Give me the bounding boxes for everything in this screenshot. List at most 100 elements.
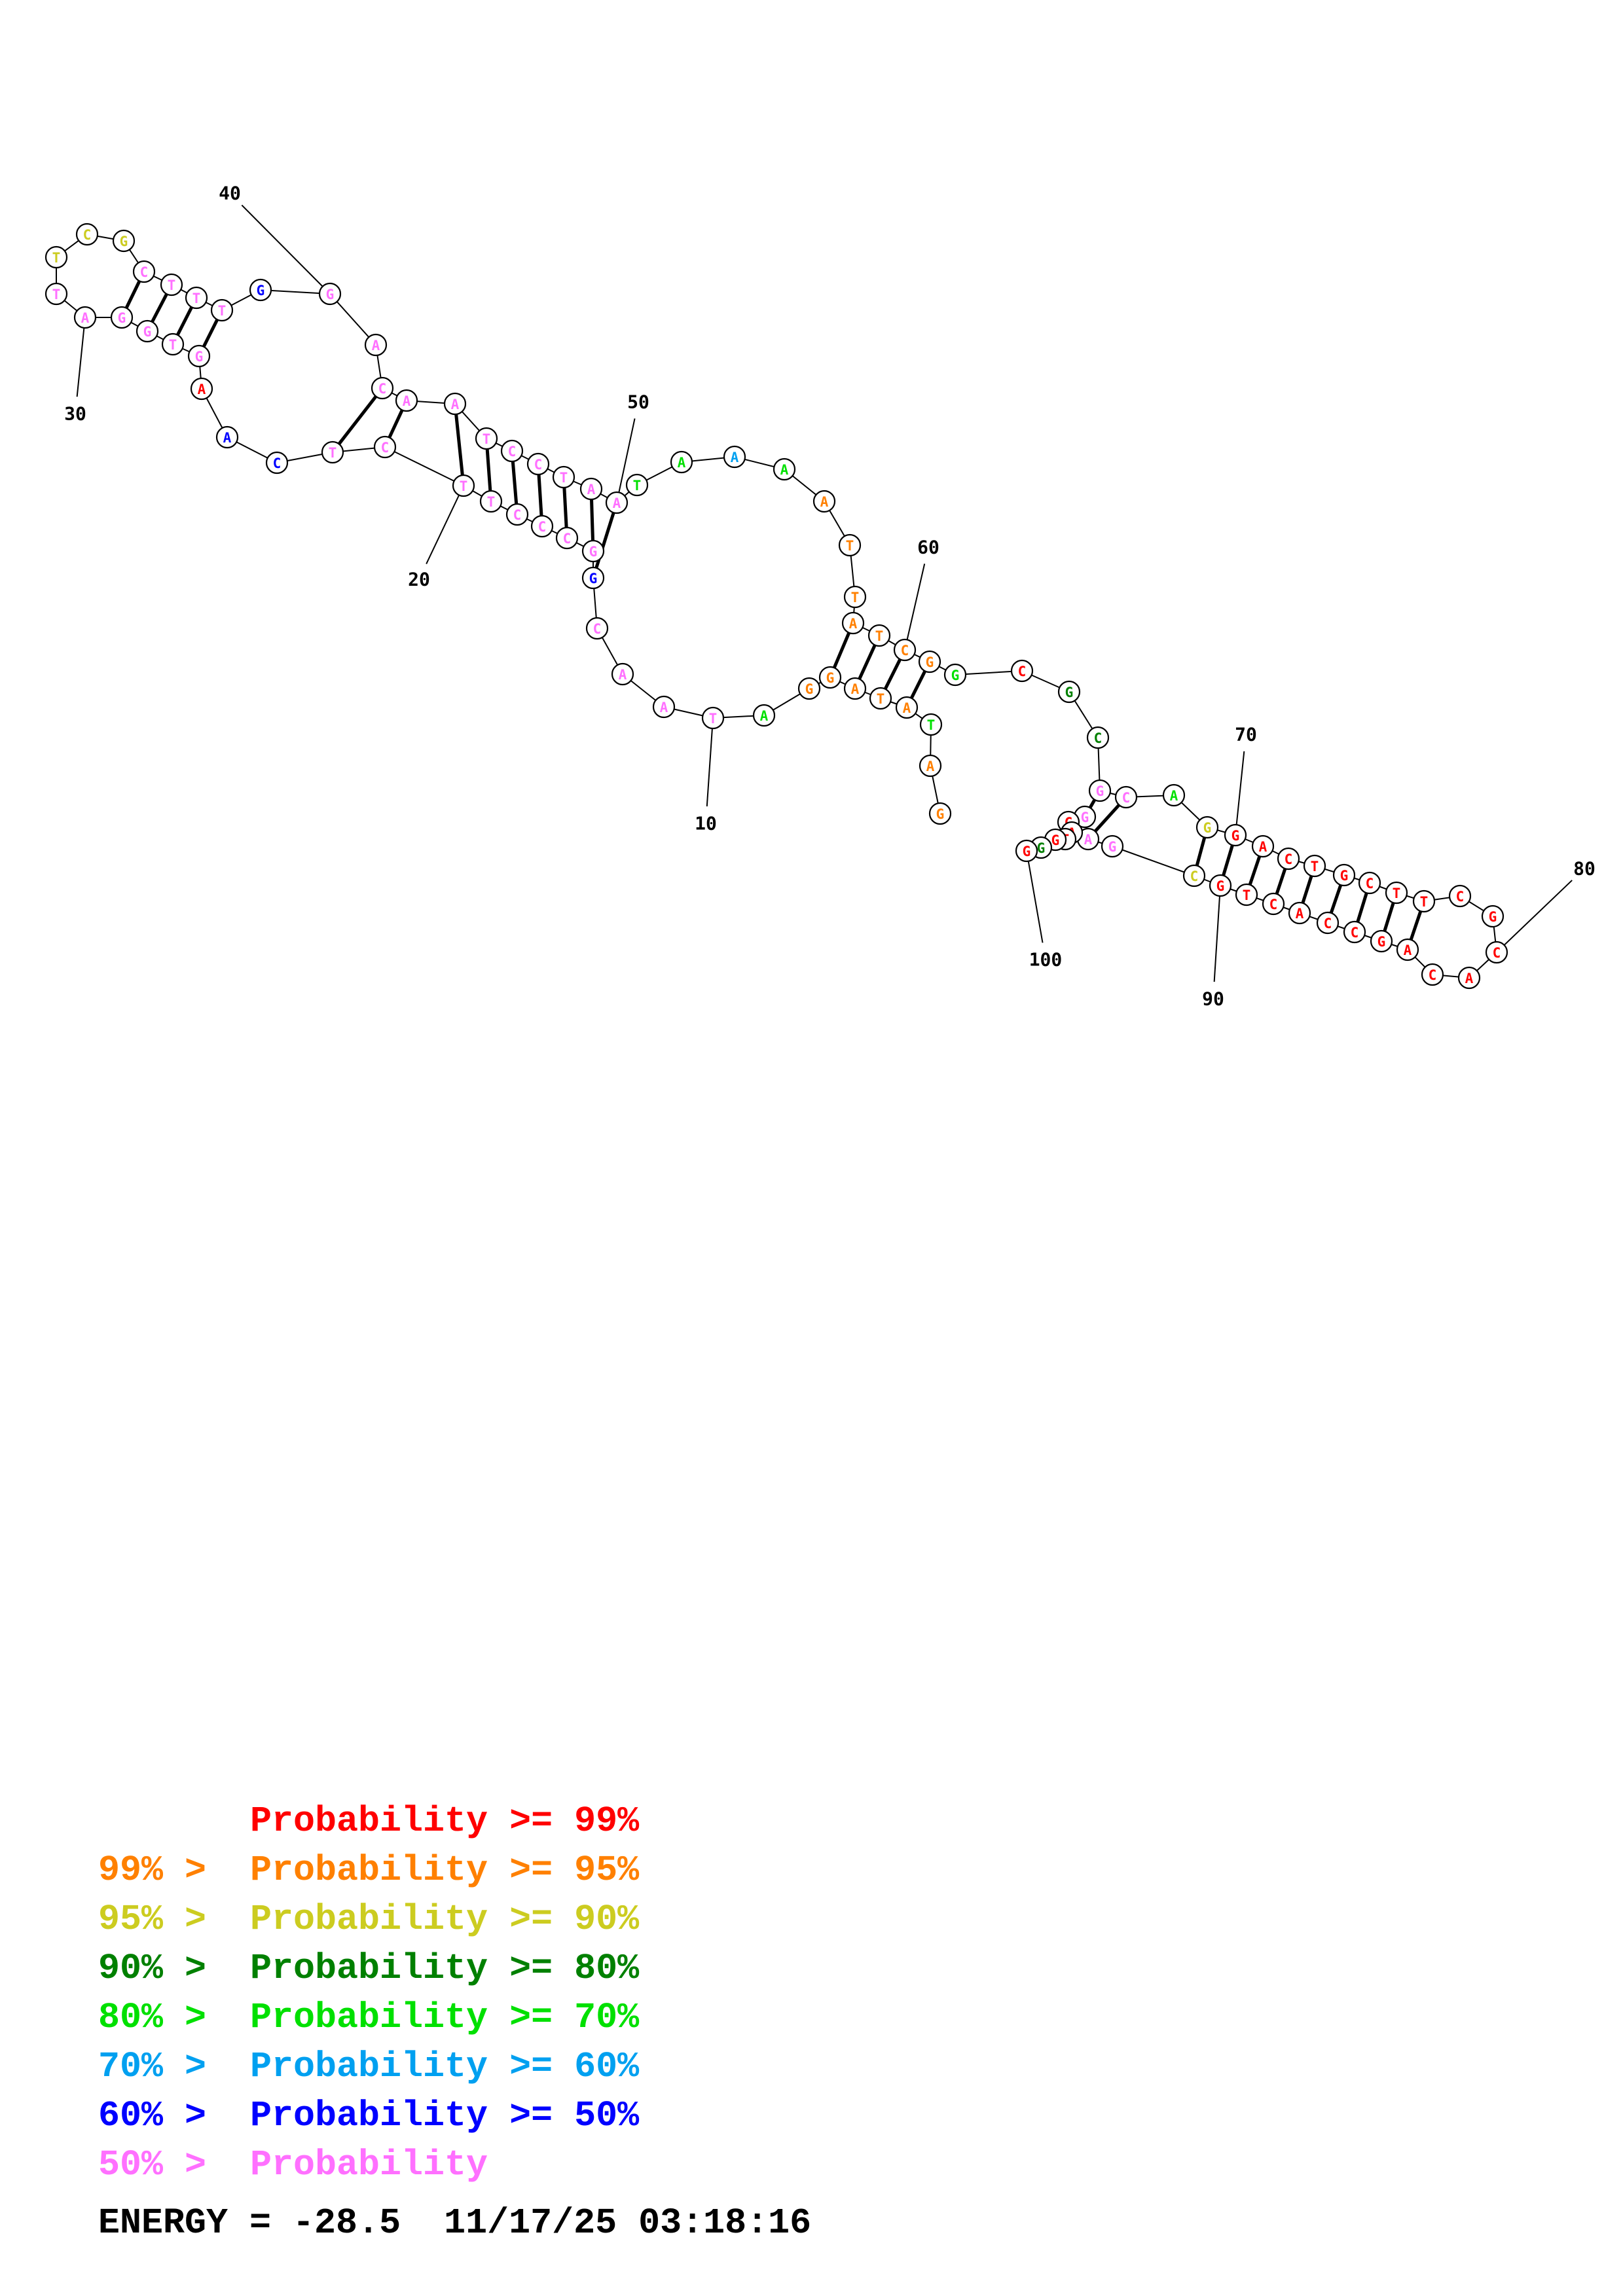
nucleotide-letter: C xyxy=(1351,925,1359,941)
nucleotide-letter: A xyxy=(660,700,668,715)
base-pair-bonds xyxy=(120,270,1426,950)
nucleotide: G xyxy=(1224,823,1247,847)
nucleotide-letter: G xyxy=(1096,783,1104,799)
nucleotide: A xyxy=(605,491,629,514)
nucleotide-letter: G xyxy=(195,349,204,365)
nucleotide-circle xyxy=(581,566,605,590)
nucleotide-letter: T xyxy=(487,494,496,510)
nucleotide-circle xyxy=(1303,854,1326,878)
nucleotide-letter: T xyxy=(709,711,718,726)
legend-prefix: 99% > xyxy=(98,1850,228,1891)
legend-row: 80% > Probability >= 70% xyxy=(98,1993,639,2042)
nucleotide: G xyxy=(110,306,134,329)
nucleotide-circle xyxy=(555,526,579,550)
nucleotide: C xyxy=(1316,911,1340,935)
nucleotide: C xyxy=(1114,785,1138,809)
nucleotide-letter: T xyxy=(1243,888,1251,903)
nucleotide-circle xyxy=(526,452,550,476)
legend-label: Probability >= 99% xyxy=(250,1801,640,1842)
nucleotide-letter: A xyxy=(587,482,596,497)
nucleotide-letter: T xyxy=(877,691,885,707)
nucleotide-circle xyxy=(136,319,159,343)
nucleotide: G xyxy=(928,802,952,825)
nucleotide-circle xyxy=(452,474,475,497)
nucleotide: T xyxy=(1385,881,1408,905)
nucleotide: G xyxy=(187,344,211,368)
position-tick xyxy=(426,485,464,564)
legend-prefix: 60% > xyxy=(98,2095,228,2136)
nucleotide: C xyxy=(530,514,554,538)
position-tick xyxy=(1235,751,1245,836)
nucleotide-circle xyxy=(670,450,693,474)
nucleotide-letter: T xyxy=(1420,894,1429,910)
nucleotide-circle xyxy=(1358,871,1381,895)
nucleotide-letter: A xyxy=(678,455,686,471)
nucleotide: G xyxy=(1195,816,1219,839)
nucleotide: T xyxy=(1412,889,1436,913)
position-label: 40 xyxy=(219,183,241,204)
nucleotide-circle xyxy=(611,662,634,686)
nucleotide-circle xyxy=(190,377,213,401)
nucleotide: T xyxy=(479,490,503,513)
position-tick xyxy=(1213,885,1221,982)
nucleotide-letter: A xyxy=(926,759,935,774)
nucleotide: C xyxy=(1277,847,1300,870)
position-tick xyxy=(241,204,331,295)
nucleotide: A xyxy=(190,377,213,401)
nucleotide-letter: G xyxy=(143,324,152,340)
nucleotide: T xyxy=(210,298,234,322)
nucleotide: G xyxy=(1088,779,1112,802)
legend-row: 50% > Probability xyxy=(98,2140,639,2189)
nucleotide: A xyxy=(1251,834,1275,858)
nucleotide-letter: C xyxy=(1190,869,1199,884)
nucleotide: G xyxy=(943,663,967,687)
nucleotide-letter: T xyxy=(875,628,884,644)
nucleotide-circle xyxy=(1481,905,1504,928)
nucleotide-circle xyxy=(1262,892,1285,916)
nucleotide: G xyxy=(581,566,605,590)
nucleotide: A xyxy=(1396,938,1419,961)
nucleotide-letter: G xyxy=(120,234,128,249)
nucleotide-circle xyxy=(1421,963,1444,986)
position-label: 100 xyxy=(1029,949,1063,971)
legend-label: Probability >= 50% xyxy=(250,2095,640,2136)
nucleotide-circle xyxy=(919,713,943,736)
nucleotide-circle xyxy=(395,389,418,412)
legend-prefix: 50% > xyxy=(98,2144,228,2185)
base-pair xyxy=(453,403,465,486)
position-tick xyxy=(616,418,636,503)
nucleotide: G xyxy=(318,282,342,306)
position-label: 10 xyxy=(695,813,717,834)
legend-row: 70% > Probability >= 60% xyxy=(98,2042,639,2091)
position-label: 70 xyxy=(1235,724,1257,745)
nucleotide-circle xyxy=(919,754,942,778)
nucleotide: C xyxy=(371,376,394,400)
nucleotide: T xyxy=(452,474,475,497)
nucleotide-letter: C xyxy=(378,381,387,397)
nucleotide-letter: G xyxy=(257,283,265,298)
nucleotide-circle xyxy=(1088,779,1112,802)
nucleotide: A xyxy=(723,445,746,469)
nucleotide-circle xyxy=(918,650,941,673)
nucleotide-circle xyxy=(371,376,394,400)
nucleotide-circle xyxy=(1182,864,1206,888)
nucleotide-circle xyxy=(869,687,892,710)
nucleotide-circle xyxy=(1251,834,1275,858)
nucleotide: G xyxy=(918,650,941,673)
nucleotide-circle xyxy=(812,490,836,513)
nucleotide-circle xyxy=(1288,901,1311,925)
position-label: 30 xyxy=(64,403,86,425)
legend-row: 60% > Probability >= 50% xyxy=(98,2091,639,2140)
base-pair xyxy=(331,387,384,454)
legend-prefix: 70% > xyxy=(98,2046,228,2087)
nucleotide-letter: A xyxy=(613,495,621,511)
legend-label: Probability >= 95% xyxy=(250,1850,640,1891)
nucleotide-letter: T xyxy=(927,717,936,733)
nucleotide: G xyxy=(818,666,842,689)
nucleotide: T xyxy=(1235,883,1258,906)
legend-row: 99% > Probability >= 95% xyxy=(98,1846,639,1895)
nucleotide-letter: C xyxy=(534,457,543,473)
nucleotide: A xyxy=(812,490,836,513)
nucleotide: T xyxy=(1303,854,1326,878)
position-label: 50 xyxy=(627,391,649,413)
